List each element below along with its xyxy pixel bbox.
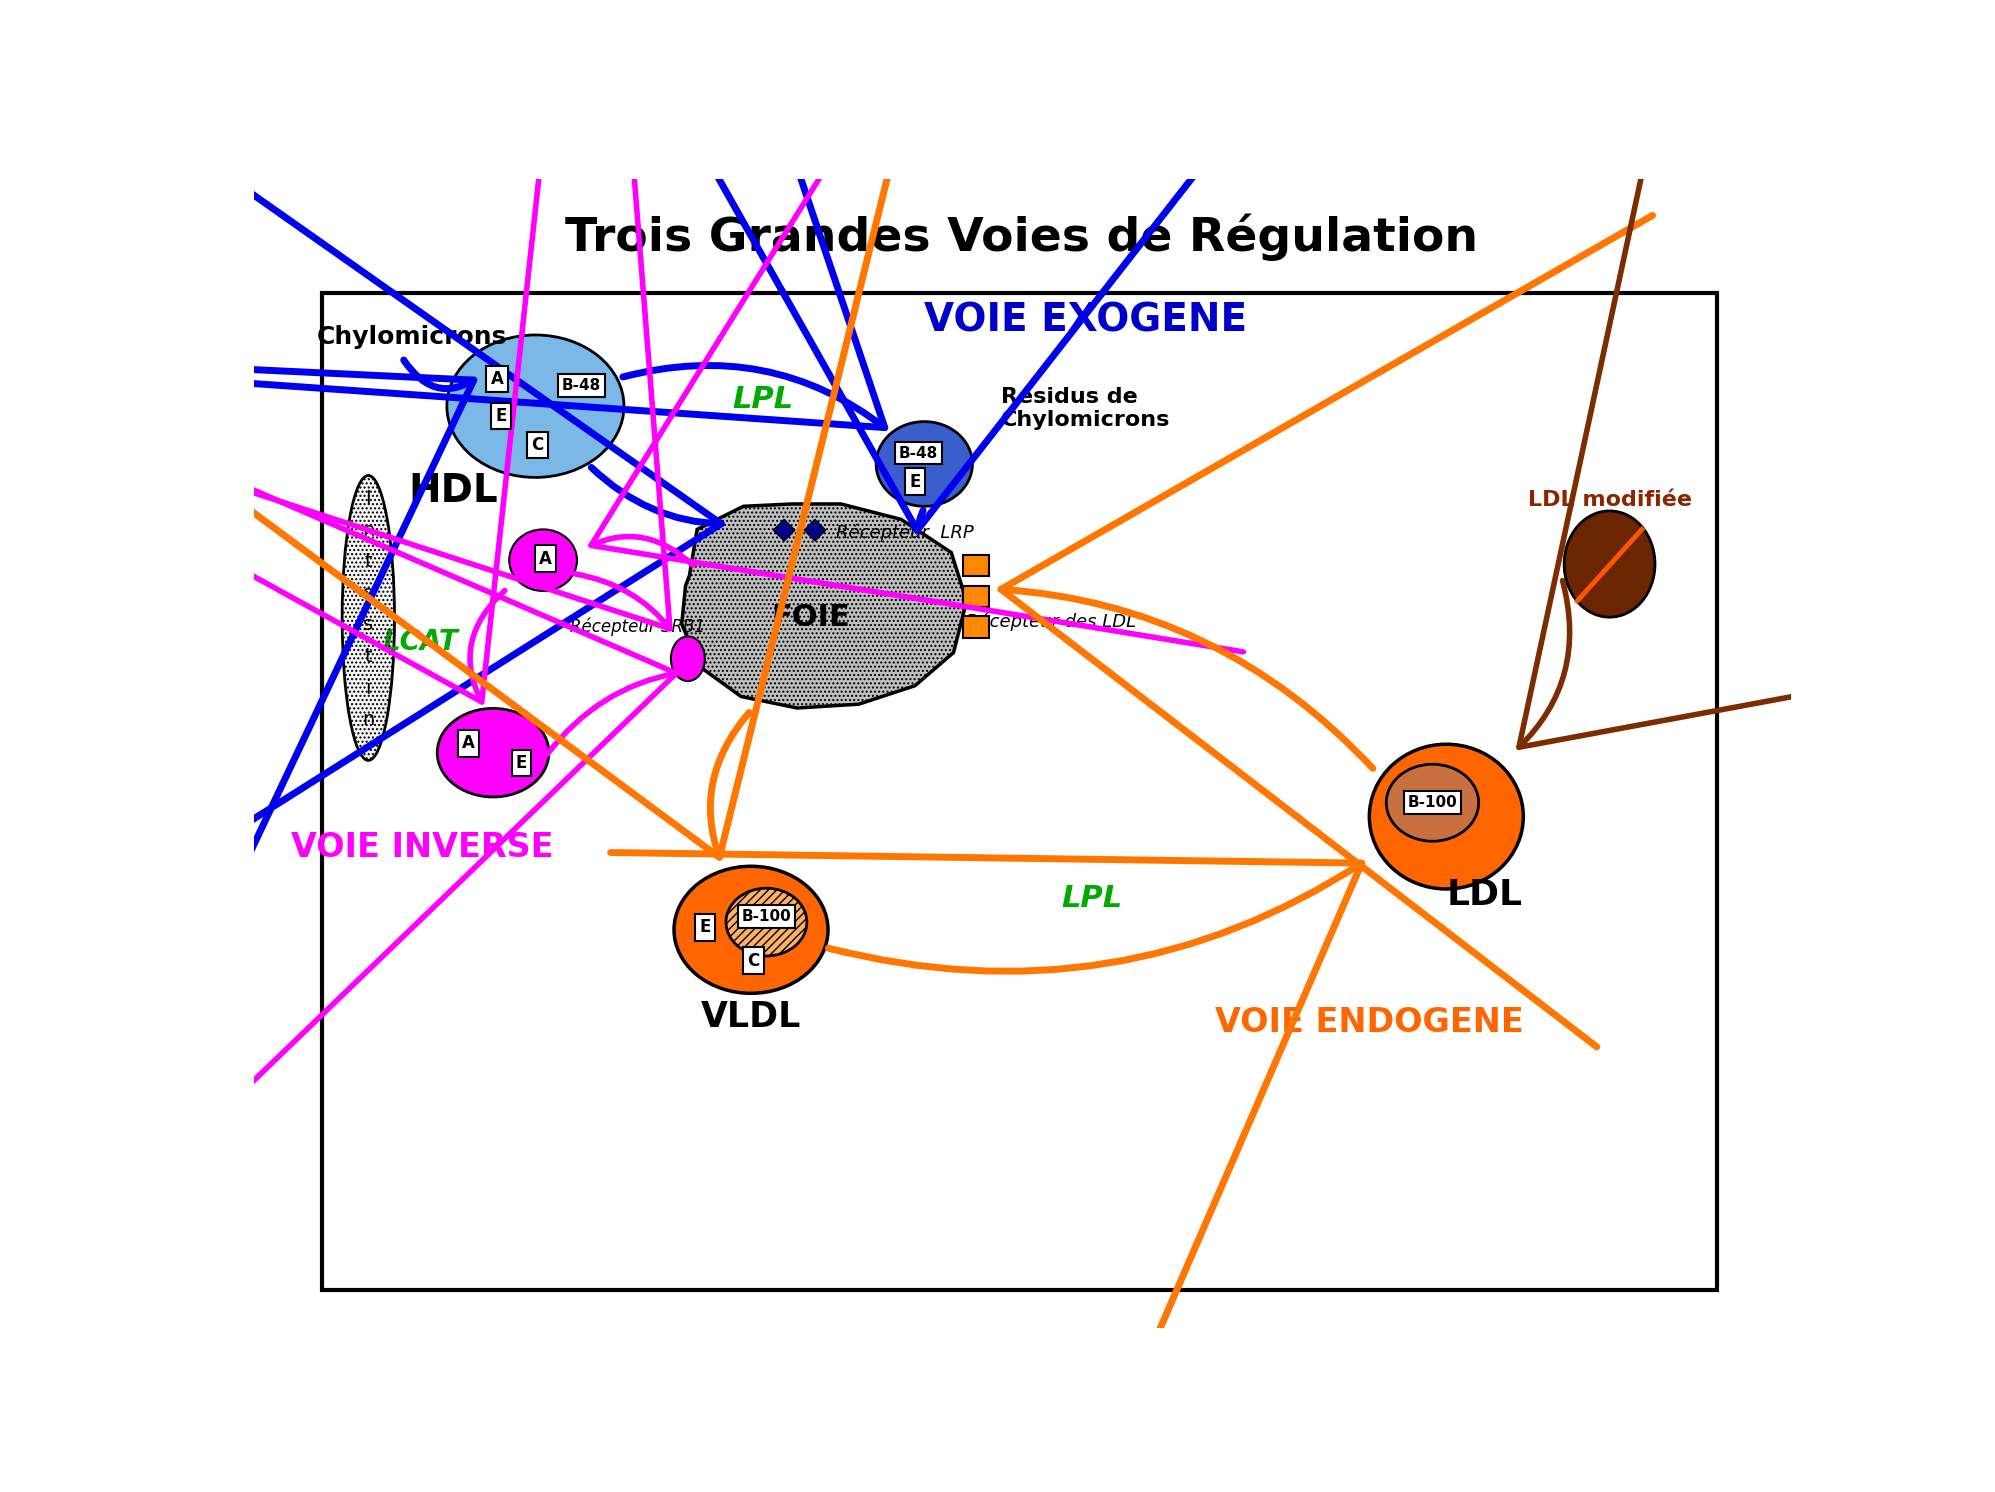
Text: VOIE EXOGENE: VOIE EXOGENE: [924, 301, 1247, 340]
FancyArrowPatch shape: [610, 852, 1363, 1492]
Text: e: e: [363, 583, 375, 603]
Text: LPL: LPL: [1061, 883, 1123, 913]
Text: Récepteur  LRP: Récepteur LRP: [836, 524, 974, 543]
Ellipse shape: [437, 709, 549, 797]
Text: B-100: B-100: [742, 909, 792, 924]
Text: B-48: B-48: [563, 377, 600, 392]
FancyArrowPatch shape: [1001, 215, 1652, 1047]
Text: Trois Grandes Voies de Régulation: Trois Grandes Voies de Régulation: [565, 213, 1478, 261]
Text: t: t: [365, 648, 373, 665]
Text: s: s: [363, 615, 373, 634]
Text: C: C: [748, 952, 760, 970]
Text: VLDL: VLDL: [700, 1000, 802, 1034]
Text: C: C: [531, 436, 545, 454]
Text: FOIE: FOIE: [770, 603, 850, 633]
Text: HDL: HDL: [409, 471, 499, 510]
Text: LCAT: LCAT: [381, 628, 457, 656]
FancyArrowPatch shape: [591, 0, 1243, 652]
FancyBboxPatch shape: [964, 616, 990, 639]
Text: t: t: [365, 552, 373, 571]
Text: A: A: [539, 549, 553, 567]
Ellipse shape: [674, 867, 828, 994]
FancyArrowPatch shape: [1518, 101, 1995, 747]
Polygon shape: [682, 504, 968, 709]
Ellipse shape: [1564, 510, 1656, 618]
Text: B-48: B-48: [898, 446, 938, 461]
Text: n: n: [363, 521, 375, 540]
Text: I: I: [365, 489, 371, 509]
Ellipse shape: [876, 422, 972, 506]
Ellipse shape: [1387, 764, 1478, 841]
Text: n: n: [363, 710, 375, 730]
Text: Récepteur SRB1: Récepteur SRB1: [571, 618, 706, 637]
Text: VOIE INVERSE: VOIE INVERSE: [291, 831, 553, 864]
Text: A: A: [463, 734, 475, 752]
Text: LDL: LDL: [1446, 879, 1522, 912]
FancyArrowPatch shape: [136, 0, 884, 428]
Text: LDL modifiée: LDL modifiée: [1528, 491, 1692, 510]
FancyBboxPatch shape: [964, 555, 990, 576]
Polygon shape: [804, 519, 826, 542]
Ellipse shape: [343, 476, 395, 761]
Ellipse shape: [1369, 745, 1524, 889]
FancyArrowPatch shape: [70, 410, 676, 1132]
FancyArrowPatch shape: [0, 45, 553, 701]
Text: A: A: [491, 370, 503, 388]
Text: E: E: [910, 473, 922, 491]
FancyBboxPatch shape: [321, 292, 1718, 1291]
Text: Chylomicrons: Chylomicrons: [317, 325, 507, 349]
Text: VOIE ENDOGENE: VOIE ENDOGENE: [1215, 1006, 1524, 1040]
FancyArrowPatch shape: [116, 128, 900, 858]
Text: Récepteur des LDL: Récepteur des LDL: [966, 613, 1137, 631]
Text: E: E: [698, 919, 710, 937]
Polygon shape: [774, 519, 794, 542]
FancyArrowPatch shape: [593, 0, 1325, 530]
Ellipse shape: [447, 336, 624, 477]
Text: i: i: [365, 679, 371, 698]
FancyArrowPatch shape: [0, 345, 473, 1059]
Ellipse shape: [509, 530, 577, 591]
Text: E: E: [517, 753, 527, 771]
FancyBboxPatch shape: [964, 585, 990, 607]
Ellipse shape: [670, 637, 704, 680]
Text: LPL: LPL: [732, 385, 794, 415]
Text: B-100: B-100: [1408, 795, 1456, 810]
Text: E: E: [495, 407, 507, 425]
Ellipse shape: [726, 888, 806, 956]
FancyArrowPatch shape: [42, 0, 670, 628]
FancyArrowPatch shape: [86, 91, 720, 925]
Text: Résidus de
Chylomicrons: Résidus de Chylomicrons: [1001, 386, 1171, 430]
